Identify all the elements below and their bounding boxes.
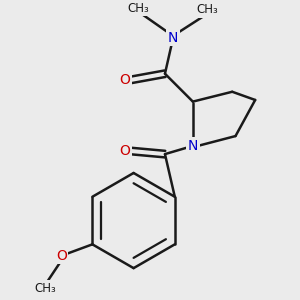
Text: O: O (56, 249, 67, 263)
Text: O: O (119, 73, 130, 87)
Text: N: N (188, 139, 198, 153)
Text: N: N (168, 31, 178, 45)
Text: CH₃: CH₃ (128, 2, 150, 15)
Text: CH₃: CH₃ (197, 3, 218, 16)
Text: CH₃: CH₃ (34, 282, 56, 295)
Text: O: O (119, 144, 130, 158)
